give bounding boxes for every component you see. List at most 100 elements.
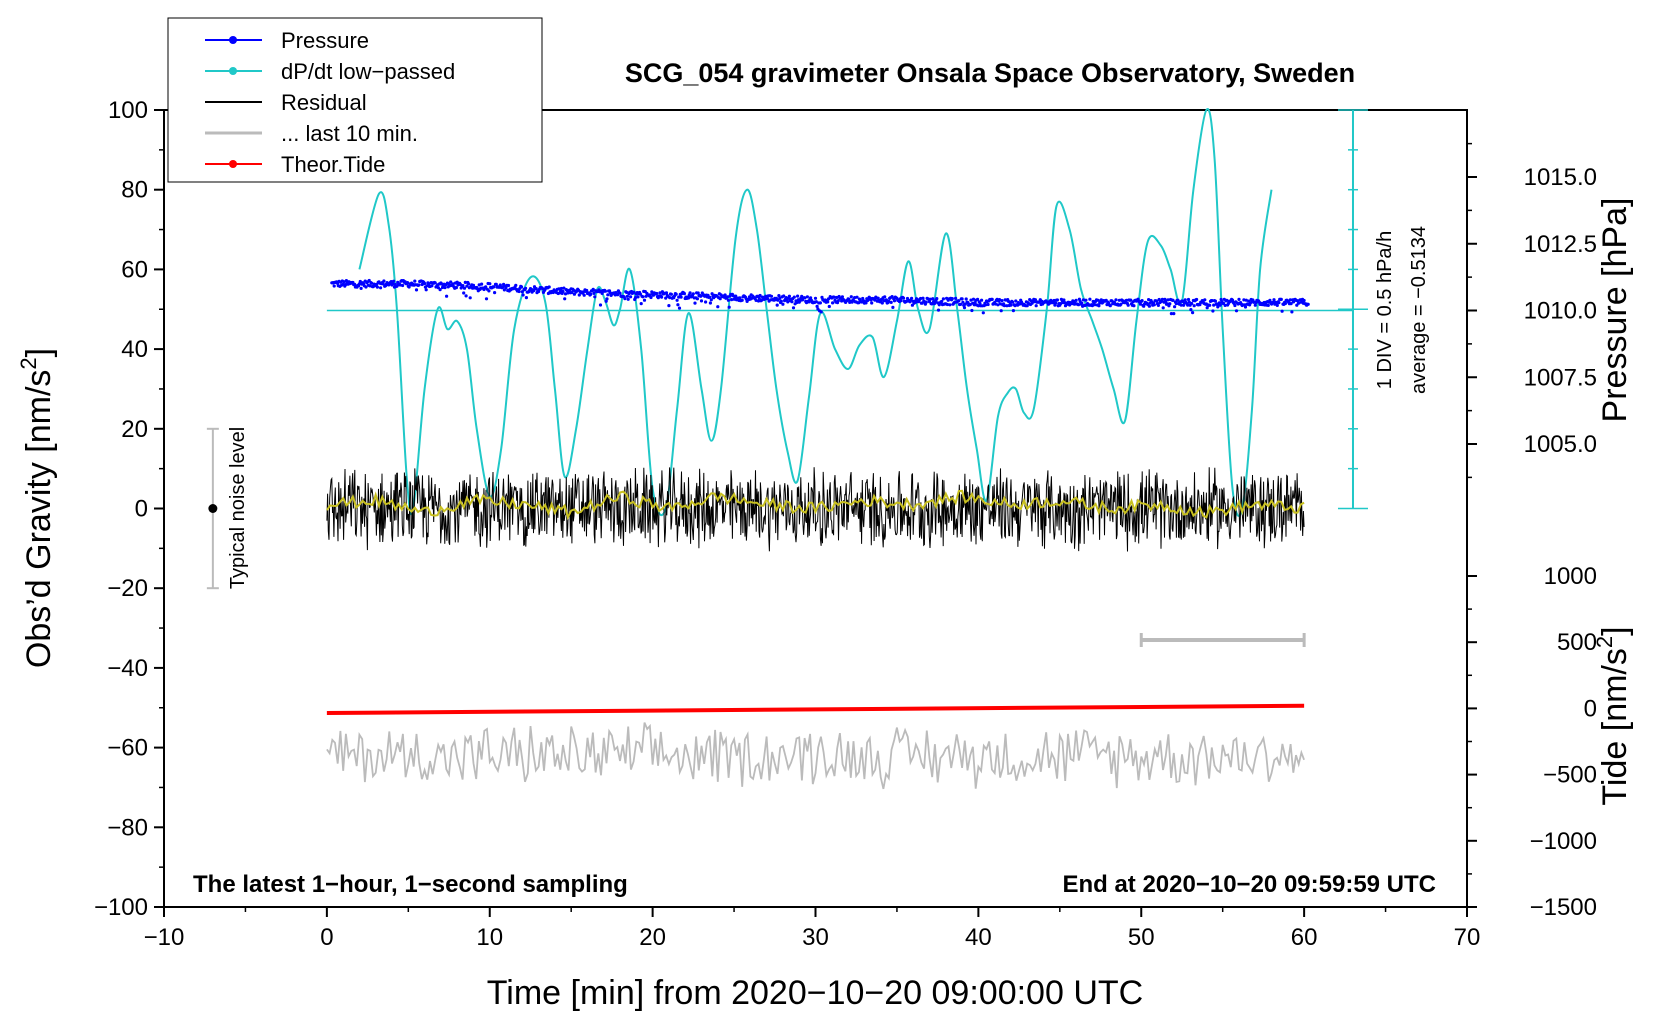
pressure-point (921, 296, 925, 300)
pressure-point (462, 291, 466, 295)
pressure-point (1176, 298, 1180, 302)
pressure-point (795, 300, 799, 305)
pressure-point (454, 286, 458, 290)
pressure-point (660, 295, 664, 299)
pressure-point (691, 292, 695, 296)
pressure-point (930, 302, 934, 306)
pressure-point (364, 285, 368, 289)
pressure-point (699, 299, 704, 303)
pressure-point (625, 290, 629, 294)
pressure-point (642, 298, 647, 302)
pressure-point (633, 296, 638, 300)
last-10min-line (326, 722, 1305, 790)
pressure-point (870, 301, 874, 305)
pressure-point (658, 291, 662, 295)
pressure-point (461, 284, 465, 288)
pressure-point (1156, 303, 1160, 307)
pressure-point (950, 297, 954, 301)
pressure-point (407, 285, 411, 289)
y-pressure-tick-label: 1005.0 (1524, 431, 1597, 458)
pressure-point (1279, 297, 1283, 301)
y-axis-tide-title: Tide [nm/s2] (1592, 626, 1634, 805)
pressure-point (519, 285, 524, 289)
pressure-point (618, 291, 622, 295)
legend-label: Pressure (281, 28, 369, 53)
data-series (326, 108, 1353, 790)
y-left-tick-label: 100 (108, 97, 148, 124)
pressure-point (1084, 298, 1088, 302)
pressure-point (561, 289, 565, 294)
pressure-point (890, 295, 894, 299)
pressure-point (1126, 303, 1130, 307)
pressure-point (734, 294, 738, 298)
pressure-point (997, 298, 1002, 302)
pressure-point (1275, 303, 1279, 307)
pressure-point (1096, 298, 1100, 302)
pressure-point (641, 295, 645, 299)
pressure-point (1108, 304, 1112, 308)
pressure-point (1093, 303, 1097, 307)
pressure-point (840, 295, 845, 299)
pressure-point (971, 297, 976, 301)
pressure-point (676, 303, 680, 307)
pressure-point (940, 299, 944, 304)
pressure-point (405, 281, 410, 285)
pressure-point (986, 302, 990, 307)
y-left-tick-label: −40 (107, 655, 148, 682)
pressure-point (1097, 304, 1101, 308)
pressure-point (514, 283, 518, 287)
y-left-tick-label: 80 (121, 177, 148, 204)
pressure-point (570, 290, 574, 295)
pressure-point (465, 284, 469, 288)
y-axis-left-title-sup: 2 (16, 357, 41, 369)
pressure-point (1186, 297, 1191, 302)
pressure-point (668, 296, 672, 300)
pressure-point (782, 294, 786, 298)
pressure-point (1213, 299, 1217, 303)
y-tide-tick-label: 500 (1557, 629, 1597, 656)
pressure-point (445, 294, 449, 298)
pressure-point (827, 304, 831, 309)
pressure-point (521, 293, 525, 297)
pressure-point (1266, 303, 1270, 307)
pressure-point (1186, 303, 1190, 307)
legend-swatch-marker (229, 67, 237, 75)
axes-ticks: −10 0 10 20 30 40 50 60 70100806040200−20−40−60−… (94, 97, 1597, 951)
pressure-point (1152, 303, 1156, 307)
x-tick-label: 20 (639, 924, 666, 951)
pressure-point (945, 302, 950, 307)
pressure-point (778, 296, 782, 300)
pressure-point (738, 296, 742, 300)
pressure-point (855, 295, 859, 299)
chart-title: SCG_054 gravimeter Onsala Space Observat… (625, 58, 1355, 88)
pressure-point (606, 293, 610, 297)
pressure-point (682, 292, 687, 296)
pressure-point (935, 297, 939, 301)
y-pressure-tick-label: 1015.0 (1524, 164, 1597, 191)
pressure-point (423, 281, 427, 286)
pressure-point (1217, 301, 1221, 305)
pressure-point (756, 299, 761, 303)
y-left-tick-label: −100 (94, 894, 148, 921)
pressure-point (924, 300, 928, 304)
pressure-point (1014, 299, 1018, 303)
pressure-point (629, 295, 633, 299)
y-axis-left-title-main: Obs’d Gravity [nm/s (20, 370, 58, 669)
pressure-point (492, 285, 496, 289)
theoretical-tide-line (326, 703, 1305, 716)
pressure-point (796, 294, 800, 298)
pressure-point (359, 286, 363, 290)
pressure-point (1283, 301, 1287, 306)
pressure-point (708, 295, 712, 299)
y-axis-pressure-title: Pressure [hPa] (1596, 198, 1634, 423)
pressure-point (517, 289, 521, 294)
pressure-point (1190, 301, 1194, 306)
pressure-point (664, 296, 668, 300)
pressure-point (639, 302, 643, 306)
y-tide-tick-label: 0 (1584, 695, 1597, 722)
chart-annotations (206, 109, 1368, 648)
y-left-tick-label: 40 (121, 336, 148, 363)
pressure-point (1203, 298, 1207, 302)
pressure-point (819, 310, 823, 314)
pressure-point (1195, 297, 1199, 302)
